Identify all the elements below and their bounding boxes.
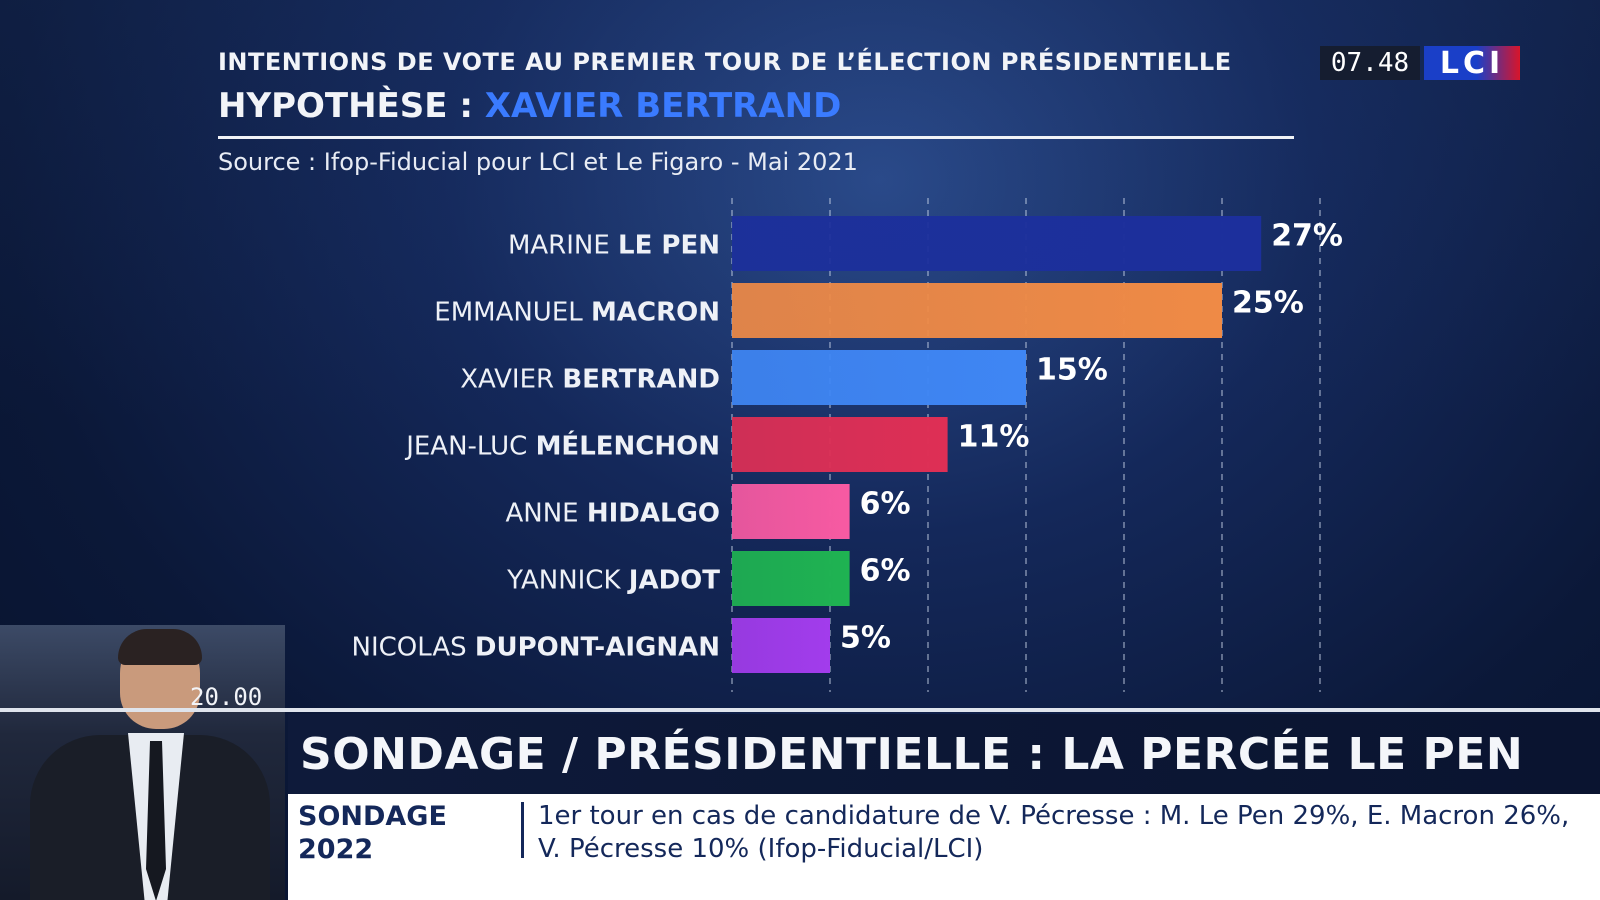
headline-text: SONDAGE / PRÉSIDENTIELLE : LA PERCÉE LE … bbox=[300, 728, 1524, 780]
bar bbox=[732, 417, 948, 472]
poll-bar-chart: MARINE LE PEN 27% EMMANUEL MACRON 25% XAVIER… bbox=[352, 198, 1343, 692]
bar bbox=[732, 484, 850, 539]
bar-category-label: NICOLAS DUPONT-AIGNAN bbox=[352, 633, 720, 663]
candidate-last-name: HIDALGO bbox=[587, 499, 720, 529]
bar-value-label: 15% bbox=[1036, 353, 1108, 388]
candidate-first-name: NICOLAS bbox=[352, 633, 475, 663]
program-time: 20.00 bbox=[190, 683, 263, 711]
ticker-tag-line2: 2022 bbox=[298, 834, 374, 865]
ticker-separator bbox=[521, 802, 524, 858]
news-ticker: SONDAGE 2022 1er tour en cas de candidat… bbox=[288, 794, 1600, 900]
bar-value-label: 6% bbox=[860, 487, 911, 522]
bar-value-label: 5% bbox=[840, 621, 891, 656]
anchor-tie bbox=[146, 741, 166, 900]
bar-value-label: 6% bbox=[860, 554, 911, 589]
source-note: Source : Ifop-Fiducial pour LCI et Le Fi… bbox=[218, 148, 858, 176]
ticker-text: 1er tour en cas de candidature de V. Péc… bbox=[538, 801, 1570, 864]
hypothesis-label: HYPOTHÈSE : bbox=[218, 86, 473, 126]
bar-value-label: 27% bbox=[1271, 219, 1343, 254]
channel-clock: 07.48 bbox=[1320, 46, 1420, 80]
candidate-first-name: ANNE bbox=[505, 499, 586, 529]
candidate-first-name: YANNICK bbox=[506, 566, 629, 596]
bar-category-label: MARINE LE PEN bbox=[508, 231, 720, 261]
bar-category-label: JEAN-LUC MÉLENCHON bbox=[404, 430, 720, 462]
bar-value-label: 25% bbox=[1232, 286, 1304, 321]
headline-banner: SONDAGE / PRÉSIDENTIELLE : LA PERCÉE LE … bbox=[288, 714, 1600, 794]
chart-title: INTENTIONS DE VOTE AU PREMIER TOUR DE L’… bbox=[218, 48, 1232, 76]
candidate-last-name: MÉLENCHON bbox=[536, 430, 720, 462]
candidate-first-name: XAVIER bbox=[460, 365, 562, 395]
bar-category-label: ANNE HIDALGO bbox=[505, 499, 720, 529]
bar bbox=[732, 283, 1222, 338]
bar bbox=[732, 350, 1026, 405]
bar-category-label: XAVIER BERTRAND bbox=[460, 365, 720, 395]
ticker-tag-line1: SONDAGE bbox=[298, 801, 447, 832]
banner-divider bbox=[0, 708, 1600, 712]
candidate-last-name: DUPONT-AIGNAN bbox=[475, 633, 720, 663]
ticker-tag: SONDAGE 2022 bbox=[298, 800, 447, 866]
bar bbox=[732, 216, 1262, 271]
bar bbox=[732, 618, 830, 673]
candidate-last-name: BERTRAND bbox=[562, 365, 720, 395]
bar-category-label: YANNICK JADOT bbox=[506, 566, 720, 596]
lci-logo: LCI bbox=[1424, 46, 1520, 81]
bar-value-label: 11% bbox=[958, 420, 1030, 455]
candidate-first-name: MARINE bbox=[508, 231, 618, 261]
candidate-first-name: EMMANUEL bbox=[434, 298, 591, 328]
bar-category-label: EMMANUEL MACRON bbox=[434, 298, 720, 328]
bar bbox=[732, 551, 850, 606]
candidate-first-name: JEAN-LUC bbox=[404, 432, 535, 462]
title-rule bbox=[218, 136, 1294, 139]
hypothesis-name: XAVIER BERTRAND bbox=[484, 86, 842, 126]
anchor-photo bbox=[0, 625, 285, 900]
hypothesis-line: HYPOTHÈSE : XAVIER BERTRAND bbox=[218, 86, 841, 126]
candidate-last-name: LE PEN bbox=[618, 231, 720, 261]
anchor-hair bbox=[118, 629, 202, 665]
candidate-last-name: MACRON bbox=[591, 298, 720, 328]
candidate-last-name: JADOT bbox=[627, 566, 720, 596]
